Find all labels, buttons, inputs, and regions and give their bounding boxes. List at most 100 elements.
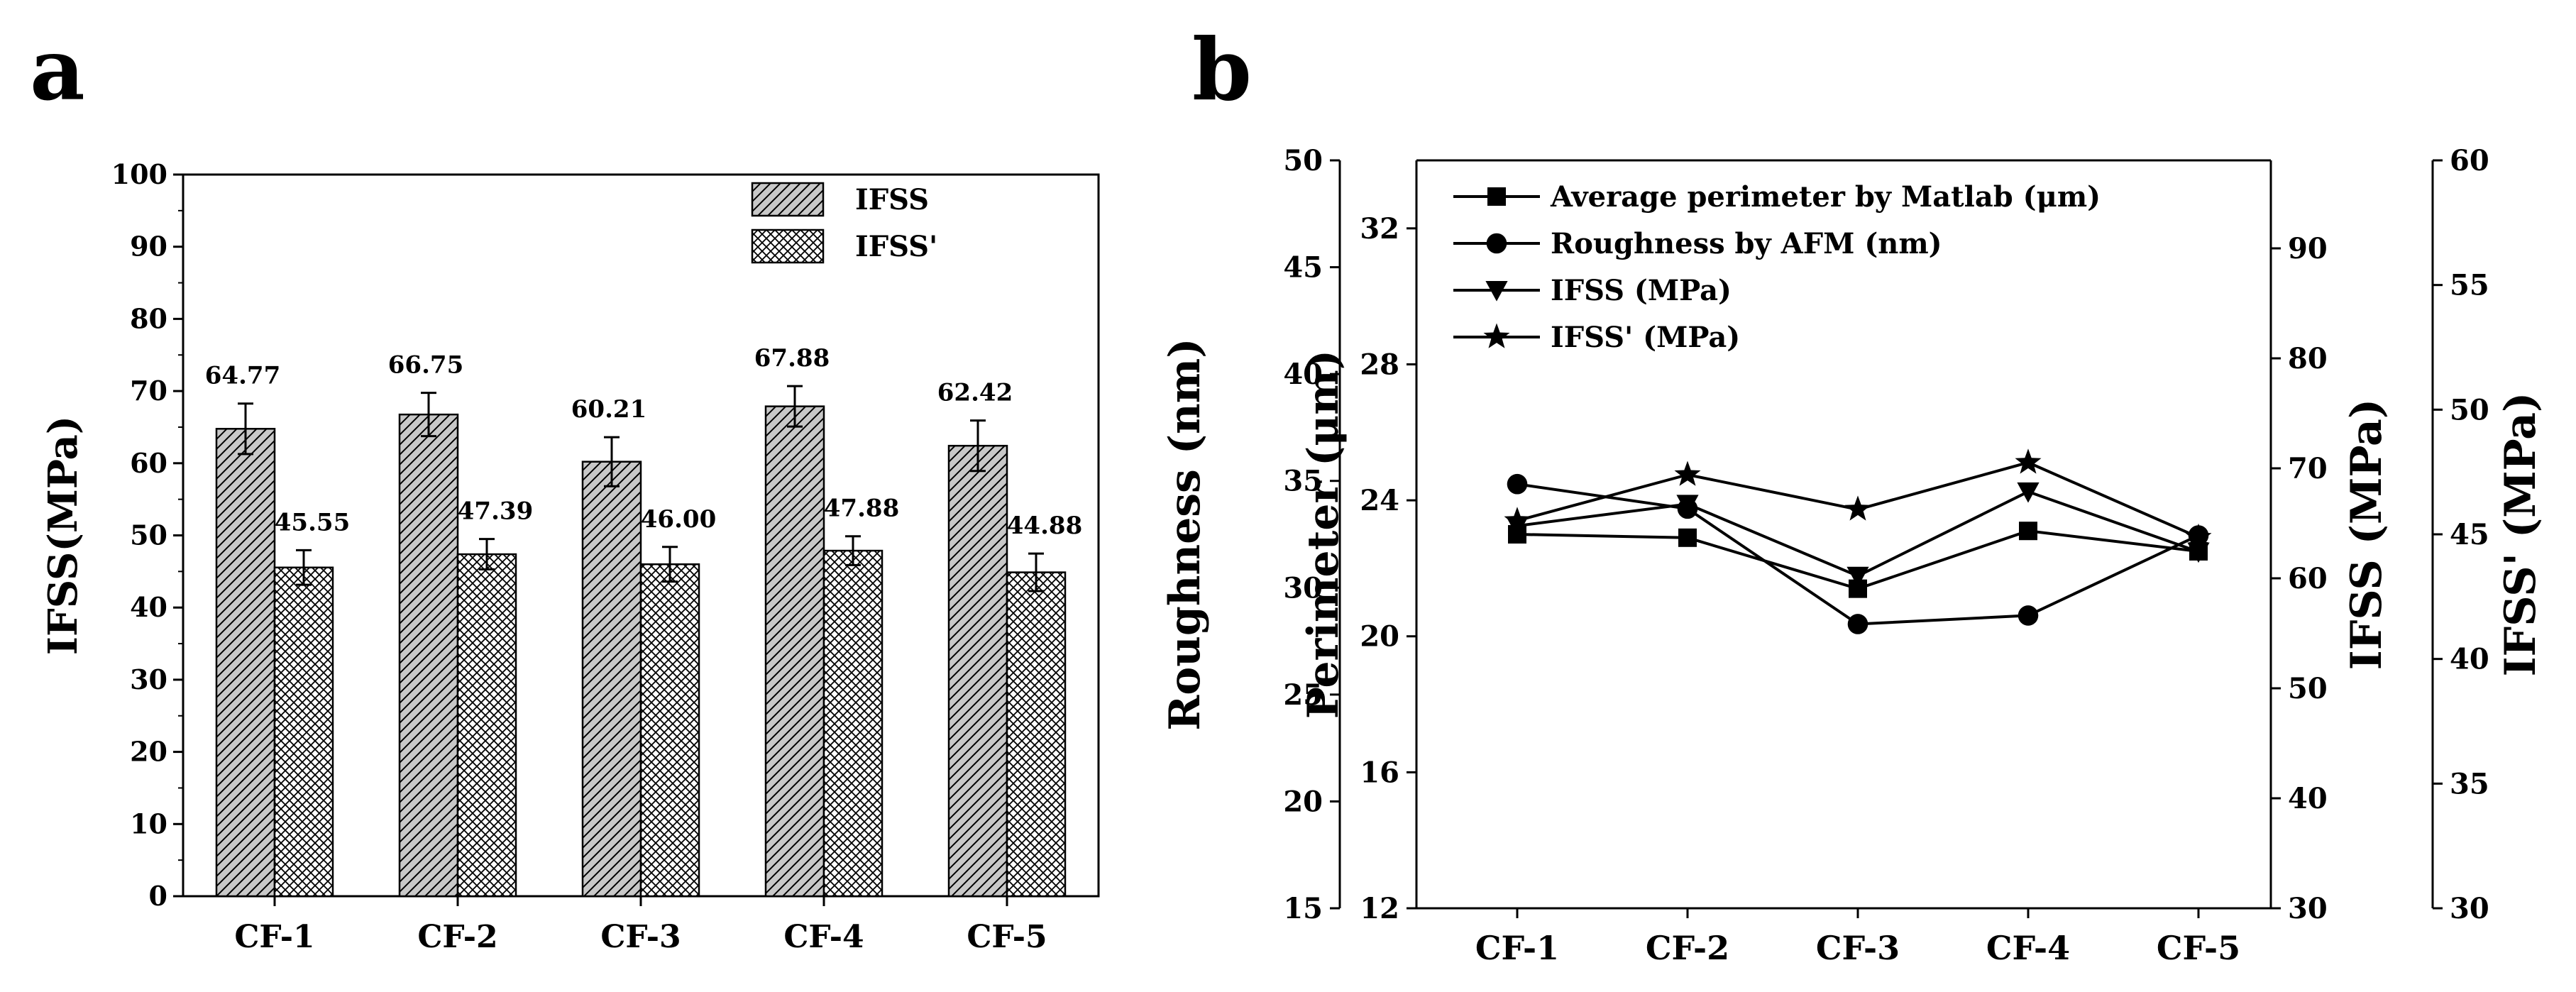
y-tick-label: 90 (2288, 232, 2328, 265)
y-tick-label: 40 (2450, 643, 2489, 676)
y-tick-label: 40 (1283, 358, 1323, 391)
y-tick-label: 35 (2450, 767, 2489, 800)
data-point (2185, 523, 2212, 549)
bar-ifss (215, 428, 276, 898)
legend-label: IFSS (855, 183, 929, 216)
y-tick-label: 60 (130, 447, 167, 479)
y-tick-label: 50 (1283, 144, 1323, 177)
legend-marker (1486, 233, 1507, 254)
y-tick-label: 45 (1283, 251, 1323, 285)
data-point (2019, 522, 2037, 541)
data-point (1847, 614, 1868, 634)
data-point (1504, 507, 1531, 532)
chart-a: 0 10 20 30 40 50 60 70 80 90 100 IFSS(MPa) CF-1 64.77… (40, 158, 1100, 955)
legend-label: Roughness by AFM (nm) (1551, 227, 1942, 260)
y-tick-label: 30 (1283, 571, 1323, 605)
bar-ifss-prime (456, 553, 517, 898)
y-tick-label: 30 (2450, 892, 2489, 925)
y-tick-label: 20 (130, 736, 167, 768)
bar-ifss-prime (1006, 571, 1067, 898)
legend-swatch (751, 228, 825, 264)
y-axis-label: Perimeter (μm) (1299, 350, 1348, 719)
data-point (1507, 473, 1528, 495)
y-tick-label: 35 (1283, 465, 1323, 498)
data-point (2017, 482, 2040, 503)
data-point (1674, 461, 1701, 486)
y-tick-label: 10 (130, 808, 167, 839)
data-label: 62.42 (937, 379, 1013, 407)
y-tick-label: 60 (2450, 144, 2489, 177)
data-point (1678, 528, 1697, 547)
legend-label: IFSS' (855, 230, 937, 263)
y-tick-label: 28 (1360, 348, 1399, 381)
y-tick-label: 70 (2288, 452, 2328, 485)
legend-label: IFSS' (MPa) (1551, 321, 1740, 354)
y-tick-label: 45 (2450, 518, 2489, 551)
bar-ifss-prime (639, 563, 700, 898)
data-label: 47.88 (824, 495, 899, 523)
y-tick-label: 60 (2288, 562, 2328, 595)
bar-ifss-prime (273, 566, 334, 898)
y-tick-label: 80 (130, 302, 167, 334)
y-tick-label: 90 (130, 231, 167, 263)
data-point (2015, 448, 2042, 474)
data-point (1844, 495, 1871, 521)
y-tick-label: 24 (1360, 484, 1399, 517)
bar-ifss (947, 444, 1008, 898)
bar-ifss (764, 405, 825, 898)
y-tick-label: 30 (130, 663, 167, 695)
y-tick-label: 15 (1283, 892, 1323, 925)
legend-label: Average perimeter by Matlab (μm) (1550, 180, 2101, 214)
data-point (2018, 605, 2039, 626)
y-tick-label: 40 (2288, 782, 2328, 815)
x-tick-label: CF-1 (1475, 929, 1559, 967)
panel-a-label: a (30, 20, 85, 120)
legend-swatch (751, 182, 825, 217)
y-tick-label: 12 (1360, 892, 1399, 925)
y-axis-label: IFSS (MPa) (2342, 399, 2391, 670)
y-tick-label: 50 (130, 519, 167, 551)
bar-ifss (581, 461, 642, 898)
y-tick-label: 55 (2450, 269, 2489, 302)
y-tick-label: 70 (130, 375, 167, 407)
y-tick-label: 50 (2288, 672, 2328, 705)
chart-b: CF-1 CF-2 CF-3 CF-4 CF-5 15 20 25 30 35 40 45 50 Roug… (1160, 144, 2545, 967)
data-label: 67.88 (754, 344, 830, 373)
legend-marker (1483, 323, 1510, 348)
y-tick-label: 80 (2288, 342, 2328, 375)
y-axis-label: IFSS' (MPa) (2496, 392, 2545, 677)
data-label: 66.75 (388, 351, 463, 380)
panel-b-label: b (1192, 20, 1252, 120)
y-tick-label: 30 (2288, 892, 2328, 925)
x-tick-label: CF-3 (1816, 929, 1900, 967)
y-tick-label: 20 (1360, 620, 1399, 654)
y-tick-label: 25 (1283, 678, 1323, 712)
y-axis-label: IFSS(MPa) (40, 416, 87, 655)
data-label: 46.00 (641, 505, 716, 534)
y-axis-label: Roughness (nm) (1160, 338, 1210, 730)
y-tick-label: 32 (1360, 212, 1399, 246)
legend-label: IFSS (MPa) (1551, 274, 1732, 307)
x-tick-label: CF-4 (1986, 929, 2070, 967)
data-label: 60.21 (571, 395, 646, 424)
legend-marker (1487, 187, 1506, 206)
data-label: 47.39 (458, 497, 533, 526)
data-point (1676, 495, 1699, 515)
y-tick-label: 40 (130, 591, 167, 623)
x-tick-label: CF-5 (967, 919, 1047, 955)
y-tick-label: 0 (149, 880, 167, 912)
bar-ifss-prime (822, 549, 884, 898)
bar-ifss (398, 413, 459, 898)
data-point (2187, 542, 2210, 563)
x-tick-label: CF-5 (2157, 929, 2240, 967)
y-tick-label: 20 (1283, 785, 1323, 818)
data-label: 44.88 (1007, 512, 1082, 540)
data-label: 64.77 (205, 362, 280, 390)
x-tick-label: CF-2 (417, 919, 497, 955)
y-tick-label: 50 (2450, 393, 2489, 426)
x-tick-label: CF-4 (783, 919, 864, 955)
legend-marker (1485, 281, 1508, 302)
x-tick-label: CF-1 (234, 919, 314, 955)
data-label: 45.55 (275, 508, 350, 536)
